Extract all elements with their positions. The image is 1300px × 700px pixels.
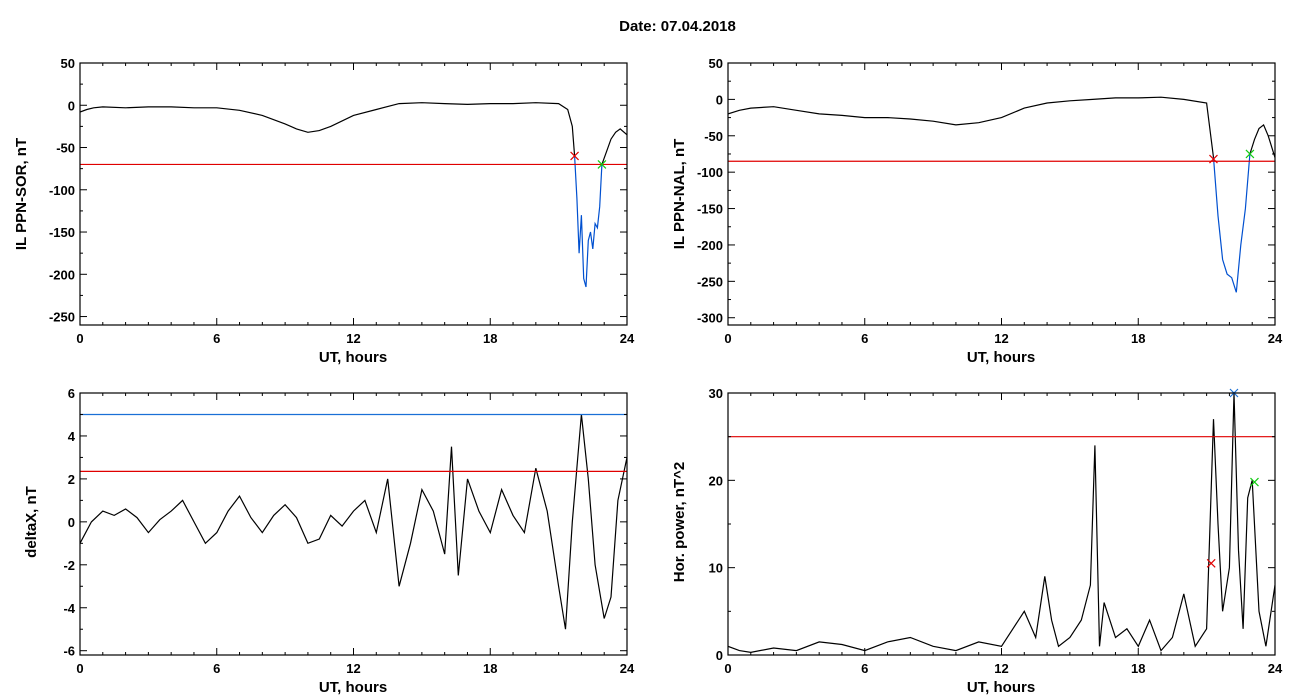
x-axis-label: UT, hours (967, 349, 1035, 366)
series-line (728, 96, 1215, 158)
x-tick-label: 0 (724, 661, 731, 676)
page-title: Date: 07.04.2018 (0, 18, 1300, 35)
y-tick-label: -50 (56, 141, 75, 156)
event-marker (1250, 477, 1259, 487)
x-tick-label: 12 (346, 331, 360, 346)
event-marker (570, 151, 580, 161)
y-axis-label: IL PPN-SOR, nT (13, 138, 30, 250)
x-tick-label: 12 (994, 331, 1008, 346)
y-tick-label: -100 (697, 165, 723, 180)
y-tick-label: -4 (63, 601, 75, 616)
x-tick-label: 18 (1131, 331, 1145, 346)
y-tick-label: -200 (49, 267, 75, 282)
y-tick-label: 0 (716, 92, 723, 107)
event-marker (1209, 154, 1218, 164)
y-tick-label: 10 (709, 561, 723, 576)
x-tick-label: 18 (1131, 661, 1145, 676)
y-tick-label: 6 (68, 386, 75, 401)
x-tick-label: 12 (994, 661, 1008, 676)
plot-frame (727, 62, 1276, 326)
x-tick-label: 0 (76, 331, 83, 346)
y-tick-label: -6 (63, 644, 75, 659)
x-tick-label: 24 (1268, 661, 1283, 676)
y-tick-label: -300 (697, 311, 723, 326)
y-tick-label: -150 (697, 202, 723, 217)
series-line (1249, 123, 1275, 158)
x-tick-label: 6 (861, 331, 868, 346)
event-marker (1245, 149, 1255, 159)
y-tick-label: -250 (49, 310, 75, 325)
date-value: 07.04.2018 (660, 18, 736, 35)
y-tick-label: 50 (61, 56, 75, 71)
x-tick-label: 0 (724, 331, 731, 346)
plot-frame (79, 62, 628, 326)
y-axis-label: Hor. power, nT^2 (671, 462, 688, 582)
y-tick-label: -250 (697, 274, 723, 289)
x-tick-label: 24 (1268, 331, 1283, 346)
plot-frame (79, 392, 628, 656)
x-axis-label: UT, hours (967, 679, 1035, 696)
x-axis-label: UT, hours (319, 349, 387, 366)
y-tick-label: -50 (704, 129, 723, 144)
y-tick-label: 0 (68, 98, 75, 113)
plot-frame (727, 392, 1276, 656)
x-tick-label: 18 (483, 331, 497, 346)
y-tick-label: 4 (68, 429, 76, 444)
series-line (574, 155, 603, 288)
series-line (1212, 153, 1251, 293)
y-tick-label: 20 (709, 473, 723, 488)
y-tick-label: 30 (709, 386, 723, 401)
y-tick-label: -200 (697, 238, 723, 253)
chart-panel-deltax: deltaX, nT UT, hours 0 6 12 18 24 6 4 2 0 -2 -4 -6 (23, 386, 635, 696)
x-tick-label: 6 (213, 661, 220, 676)
series-line (80, 414, 627, 630)
x-tick-label: 6 (861, 661, 868, 676)
chart-panel-hor-power: Hor. power, nT^2 UT, hours 0 6 12 18 24 30 20 1… (671, 386, 1283, 696)
y-axis-label: deltaX, nT (23, 486, 40, 558)
y-tick-label: -150 (49, 225, 75, 240)
series-line (728, 393, 1275, 654)
event-marker (597, 159, 607, 169)
y-axis-label: IL PPN-NAL, nT (671, 139, 688, 250)
x-tick-label: 24 (620, 661, 635, 676)
x-axis-label: UT, hours (319, 679, 387, 696)
x-tick-label: 6 (213, 331, 220, 346)
x-tick-label: 12 (346, 661, 360, 676)
y-tick-label: -100 (49, 183, 75, 198)
x-tick-label: 18 (483, 661, 497, 676)
event-marker (1206, 558, 1216, 568)
chart-panel-il-ppn-nal: IL PPN-NAL, nT UT, hours 0 6 12 18 24 50 0 -50 -… (671, 56, 1283, 366)
y-tick-label: 2 (68, 472, 75, 487)
date-label: Date: (619, 18, 657, 35)
y-tick-label: 0 (716, 648, 723, 663)
y-tick-label: -2 (63, 558, 75, 573)
y-tick-label: 0 (68, 515, 75, 530)
series-line (601, 128, 627, 165)
y-tick-label: 50 (709, 56, 723, 71)
chart-panel-il-ppn-sor: IL PPN-SOR, nT UT, hours 0 6 12 18 24 50 0 -50 -… (13, 56, 635, 366)
x-tick-label: 0 (76, 661, 83, 676)
x-tick-label: 24 (620, 331, 635, 346)
series-line (80, 102, 576, 157)
